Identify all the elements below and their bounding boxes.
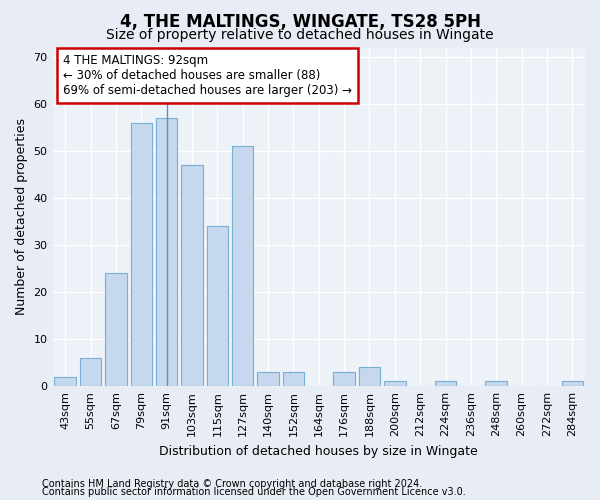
Bar [257,372,279,386]
Bar [55,377,76,386]
Bar [435,382,457,386]
Text: 4, THE MALTINGS, WINGATE, TS28 5PH: 4, THE MALTINGS, WINGATE, TS28 5PH [119,12,481,30]
Text: Size of property relative to detached houses in Wingate: Size of property relative to detached ho… [106,28,494,42]
Bar [131,123,152,386]
Bar [384,382,406,386]
Text: Contains public sector information licensed under the Open Government Licence v3: Contains public sector information licen… [42,487,466,497]
Bar [283,372,304,386]
Text: 4 THE MALTINGS: 92sqm
← 30% of detached houses are smaller (88)
69% of semi-deta: 4 THE MALTINGS: 92sqm ← 30% of detached … [63,54,352,98]
Bar [105,274,127,386]
Bar [156,118,178,386]
Bar [232,146,253,386]
Bar [562,382,583,386]
Bar [334,372,355,386]
Bar [206,226,228,386]
Y-axis label: Number of detached properties: Number of detached properties [15,118,28,316]
X-axis label: Distribution of detached houses by size in Wingate: Distribution of detached houses by size … [160,444,478,458]
Bar [181,165,203,386]
Bar [359,368,380,386]
Text: Contains HM Land Registry data © Crown copyright and database right 2024.: Contains HM Land Registry data © Crown c… [42,479,422,489]
Bar [80,358,101,386]
Bar [485,382,507,386]
